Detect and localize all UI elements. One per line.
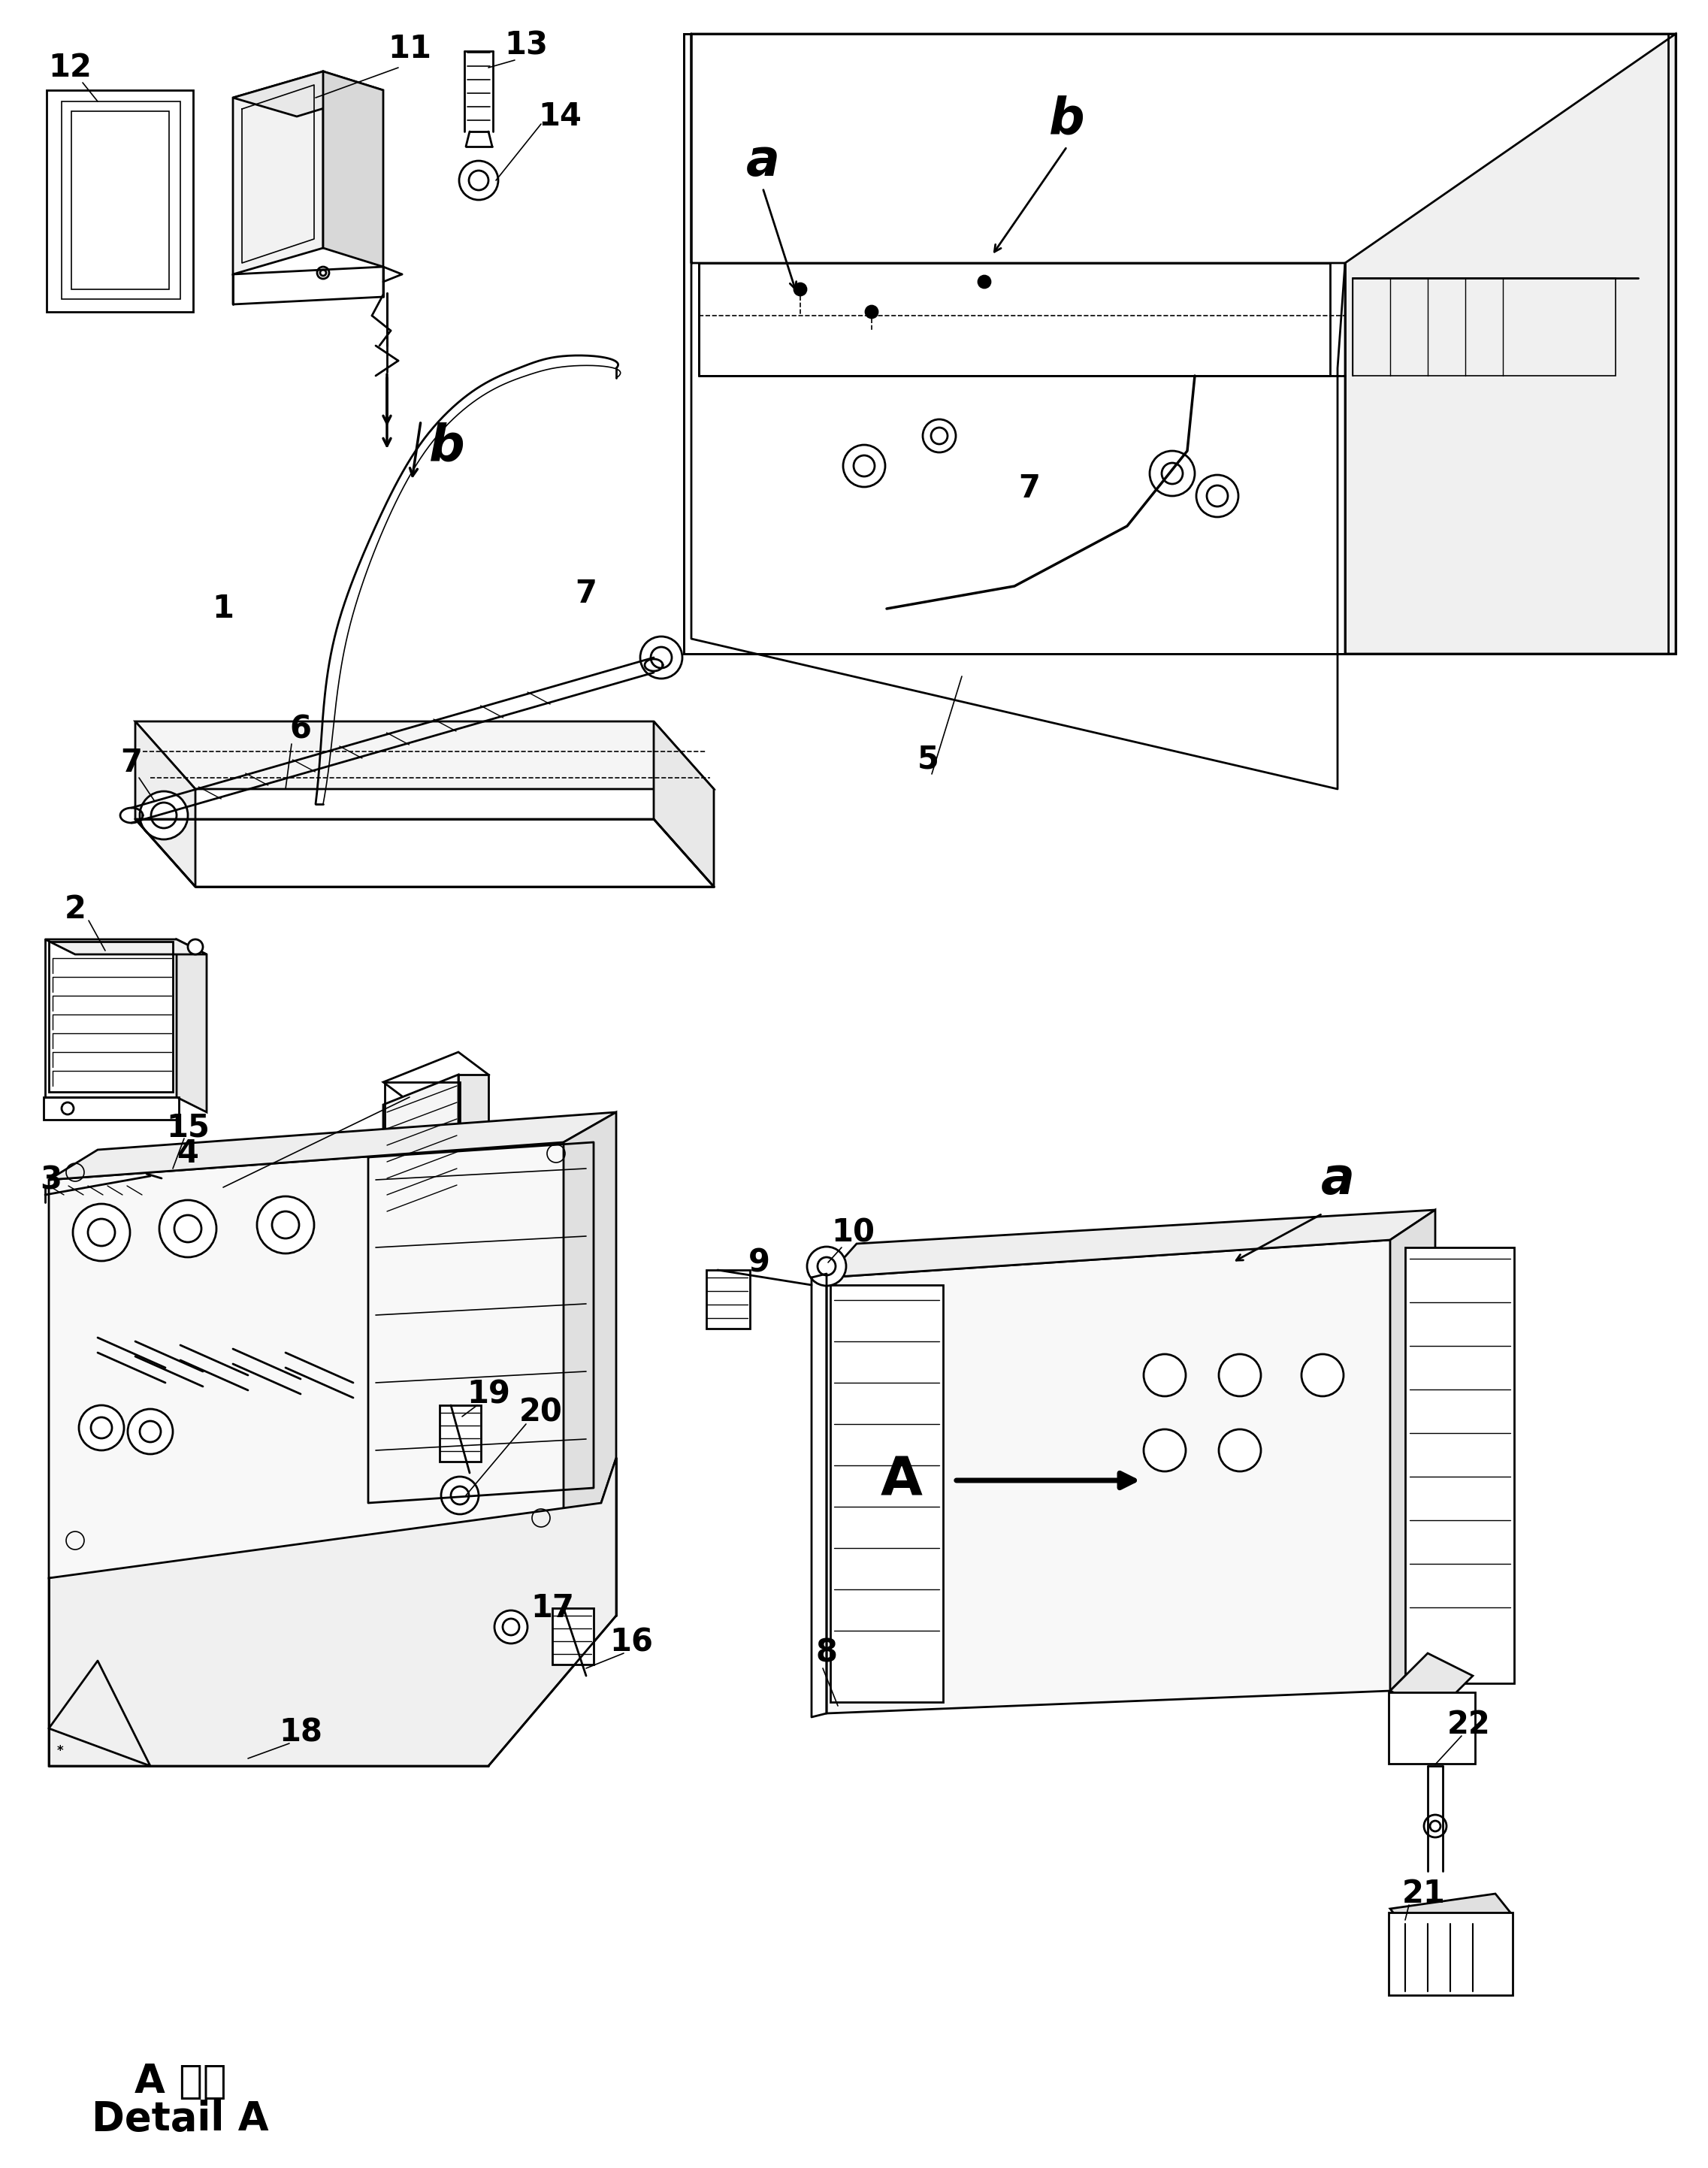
Polygon shape — [654, 722, 714, 887]
Circle shape — [140, 791, 188, 839]
Text: 11: 11 — [388, 33, 432, 65]
Text: 1: 1 — [212, 592, 234, 624]
Polygon shape — [1578, 35, 1676, 640]
Text: A 詳細: A 詳細 — [135, 2062, 227, 2101]
Polygon shape — [176, 939, 207, 1112]
Circle shape — [1149, 451, 1196, 496]
Circle shape — [979, 275, 991, 288]
Polygon shape — [50, 1143, 601, 1578]
Text: *: * — [56, 1745, 63, 1758]
Polygon shape — [564, 1112, 617, 1548]
Circle shape — [459, 160, 499, 199]
Circle shape — [1424, 1815, 1447, 1836]
Circle shape — [73, 1203, 130, 1262]
Polygon shape — [1346, 35, 1676, 655]
Polygon shape — [383, 1051, 488, 1106]
Circle shape — [1301, 1355, 1344, 1396]
Text: 4: 4 — [178, 1138, 198, 1169]
Circle shape — [159, 1201, 217, 1257]
Bar — [1406, 1247, 1513, 1682]
Polygon shape — [683, 35, 1676, 93]
Bar — [50, 941, 173, 1093]
Circle shape — [256, 1197, 314, 1253]
Polygon shape — [1390, 1654, 1472, 1713]
Bar — [61, 102, 181, 299]
Polygon shape — [44, 939, 176, 1097]
Polygon shape — [50, 1457, 617, 1767]
Text: 2: 2 — [65, 893, 85, 926]
Circle shape — [79, 1405, 125, 1450]
Circle shape — [188, 939, 203, 954]
Bar — [1353, 278, 1616, 375]
Text: 15: 15 — [166, 1112, 210, 1143]
Text: 19: 19 — [466, 1379, 511, 1409]
Text: Detail A: Detail A — [92, 2099, 268, 2138]
Circle shape — [494, 1611, 528, 1643]
Polygon shape — [827, 1210, 1435, 1277]
Polygon shape — [458, 1075, 488, 1218]
Polygon shape — [232, 72, 383, 117]
Text: 10: 10 — [832, 1216, 874, 1249]
Circle shape — [441, 1476, 478, 1513]
Circle shape — [1220, 1429, 1261, 1472]
Bar — [72, 111, 169, 288]
Polygon shape — [44, 939, 207, 954]
Text: 5: 5 — [917, 744, 939, 774]
Circle shape — [140, 1156, 173, 1188]
Polygon shape — [323, 72, 383, 267]
Circle shape — [1144, 1355, 1185, 1396]
Bar — [46, 91, 193, 312]
Text: 7: 7 — [1018, 473, 1040, 505]
Text: 18: 18 — [278, 1717, 323, 1747]
Polygon shape — [232, 72, 323, 275]
Polygon shape — [135, 722, 714, 789]
Text: 20: 20 — [519, 1396, 562, 1429]
Bar — [384, 1082, 459, 1247]
Text: 13: 13 — [504, 30, 548, 61]
Text: 12: 12 — [48, 52, 92, 82]
Text: b: b — [429, 423, 465, 473]
Bar — [830, 1286, 943, 1702]
Circle shape — [640, 637, 681, 679]
Polygon shape — [1578, 369, 1676, 640]
Circle shape — [866, 306, 878, 319]
Polygon shape — [50, 1112, 617, 1179]
Polygon shape — [135, 722, 195, 887]
Polygon shape — [383, 1075, 458, 1247]
Circle shape — [1144, 1429, 1185, 1472]
Text: 14: 14 — [538, 100, 581, 132]
Circle shape — [844, 444, 885, 488]
Text: 16: 16 — [610, 1626, 652, 1659]
Bar — [552, 1609, 594, 1665]
Text: 22: 22 — [1447, 1708, 1491, 1741]
Circle shape — [128, 1409, 173, 1455]
Circle shape — [1196, 475, 1238, 516]
Text: a: a — [746, 137, 779, 186]
Polygon shape — [1390, 1893, 1510, 1927]
Circle shape — [1220, 1355, 1261, 1396]
Polygon shape — [692, 35, 1676, 369]
Text: 6: 6 — [290, 713, 311, 746]
Text: 8: 8 — [816, 1637, 837, 1669]
Circle shape — [794, 284, 806, 295]
Text: 3: 3 — [41, 1164, 61, 1195]
Polygon shape — [683, 35, 1676, 655]
Text: 21: 21 — [1402, 1877, 1445, 1910]
Circle shape — [922, 418, 956, 453]
Bar — [1389, 1693, 1476, 1765]
Text: 9: 9 — [748, 1247, 770, 1279]
Bar — [707, 1270, 750, 1329]
Text: 7: 7 — [121, 748, 142, 778]
Circle shape — [808, 1247, 845, 1286]
Text: 7: 7 — [576, 579, 598, 609]
Polygon shape — [1390, 1210, 1435, 1691]
Bar — [1389, 1912, 1513, 1995]
Polygon shape — [827, 1240, 1428, 1713]
Text: a: a — [1320, 1156, 1354, 1205]
Text: b: b — [1049, 95, 1085, 145]
Bar — [439, 1405, 482, 1461]
Text: 17: 17 — [531, 1591, 574, 1624]
Bar — [44, 1097, 179, 1119]
Text: A: A — [881, 1455, 922, 1507]
